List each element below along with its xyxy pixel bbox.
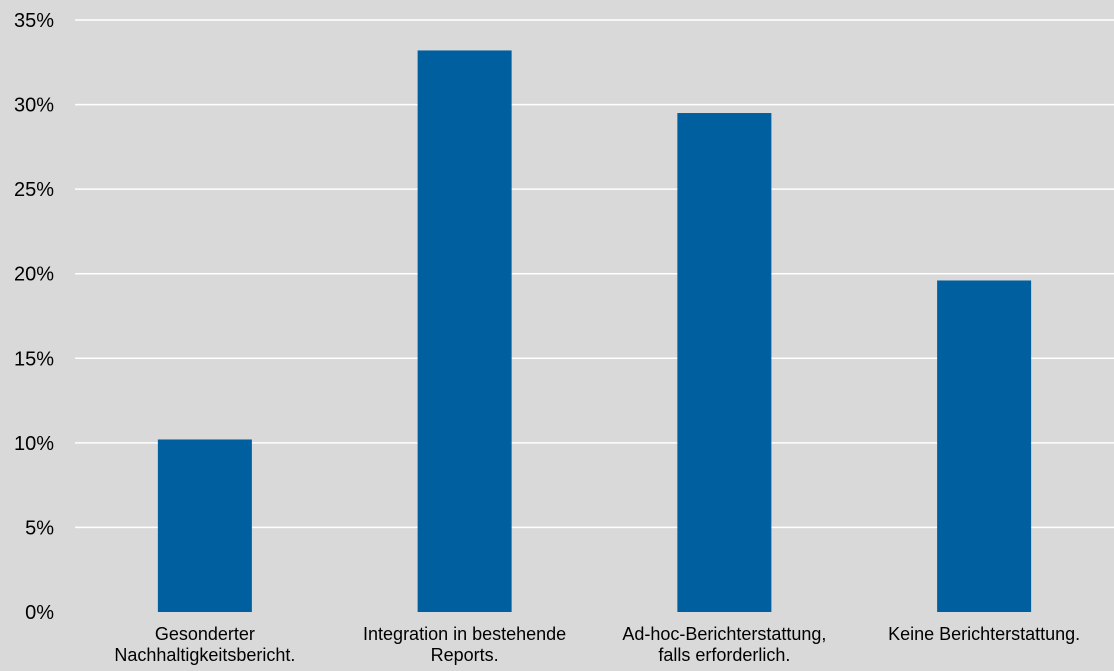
bar — [937, 280, 1032, 612]
x-category-label: Reports. — [431, 645, 499, 665]
y-tick-label: 25% — [14, 179, 54, 201]
x-category-label: Integration in bestehende — [363, 624, 566, 644]
y-tick-label: 30% — [14, 95, 54, 117]
bar — [157, 439, 252, 612]
y-tick-label: 0% — [25, 602, 54, 624]
bar — [677, 113, 772, 613]
y-axis-ticks: 0% 5% 10% 15% 20% 25% 30% 35% — [14, 10, 54, 624]
y-tick-label: 35% — [14, 10, 54, 32]
x-category-label: falls erforderlich. — [658, 645, 790, 665]
y-tick-label: 5% — [25, 517, 54, 539]
y-tick-label: 15% — [14, 348, 54, 370]
bars — [157, 50, 1032, 613]
x-category-label: Ad-hoc-Berichterstattung, — [622, 624, 826, 644]
x-category-label: Nachhaltigkeitsbericht. — [114, 645, 295, 665]
y-tick-label: 20% — [14, 264, 54, 286]
x-category-label: Gesonderter — [155, 624, 255, 644]
x-category-label: Keine Berichterstattung. — [888, 624, 1080, 644]
y-tick-label: 10% — [14, 433, 54, 455]
bar — [417, 50, 512, 612]
